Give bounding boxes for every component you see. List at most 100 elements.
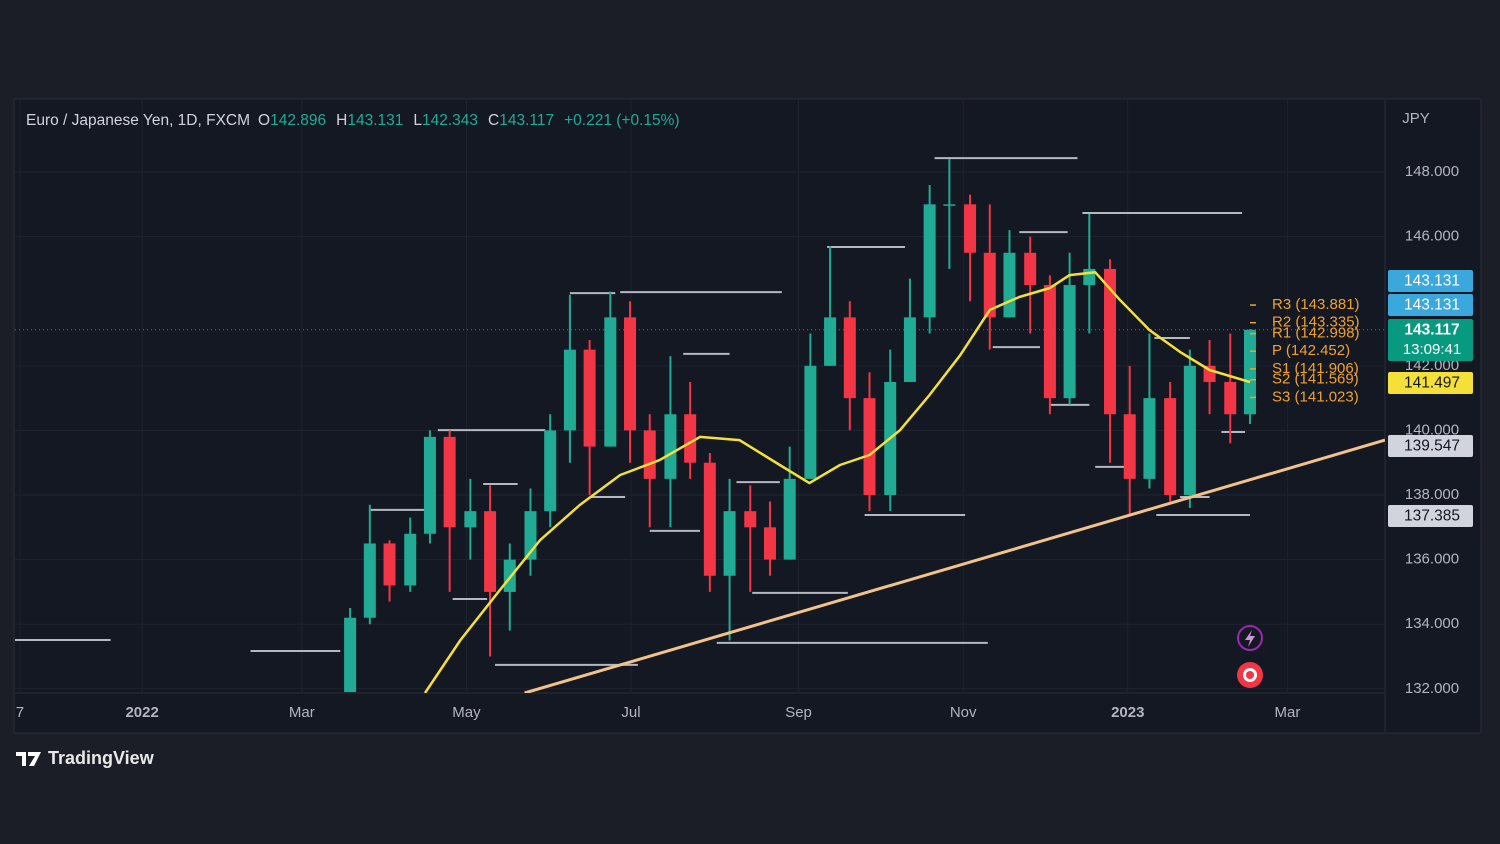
candle-body bbox=[1043, 285, 1056, 399]
axes: 132.000 134.000 136.000 138.000 140.000 142.0… bbox=[16, 163, 1459, 721]
x-tick-label: Jul bbox=[621, 704, 640, 721]
candle-body bbox=[1104, 268, 1117, 415]
candle-body bbox=[824, 317, 837, 366]
candle-body bbox=[804, 365, 817, 479]
candle-body bbox=[763, 527, 776, 560]
ohlc-key: O bbox=[258, 112, 270, 129]
y-tick-label: 146.000 bbox=[1405, 228, 1459, 245]
moving-average bbox=[423, 270, 1251, 693]
candle-body bbox=[1164, 398, 1177, 496]
lightning-icon bbox=[1245, 630, 1255, 647]
record-icon-dot bbox=[1246, 671, 1254, 679]
price-badge-label: 139.547 bbox=[1404, 438, 1460, 455]
candle-body bbox=[583, 349, 596, 447]
price-badge bbox=[1388, 319, 1473, 361]
y-tick-label: 142.000 bbox=[1405, 357, 1459, 374]
pivot-label: S1 (141.906) bbox=[1272, 360, 1359, 377]
candle-body bbox=[964, 204, 977, 253]
price-badge-label: 143.131 bbox=[1404, 273, 1460, 290]
price-badge-label: 143.131 bbox=[1404, 297, 1460, 314]
candle-body bbox=[684, 414, 697, 463]
countdown: 13:09:41 bbox=[1403, 341, 1461, 358]
y-tick-label: 136.000 bbox=[1405, 551, 1459, 568]
pivot-label: S3 (141.023) bbox=[1272, 388, 1359, 405]
x-tick-label: 7 bbox=[16, 704, 24, 721]
x-tick-label: Mar bbox=[1275, 704, 1301, 721]
candle-body bbox=[863, 398, 876, 496]
ohlc-key: H bbox=[336, 112, 347, 129]
candle-body bbox=[783, 478, 796, 560]
candle-body bbox=[903, 317, 916, 382]
y-tick-label: 138.000 bbox=[1405, 486, 1459, 503]
price-badge bbox=[1388, 505, 1473, 527]
trendline bbox=[524, 438, 1385, 693]
candle-body bbox=[1143, 398, 1156, 479]
candle-body bbox=[1224, 381, 1237, 415]
candle-body bbox=[983, 252, 996, 318]
price-badge bbox=[1388, 372, 1473, 394]
x-tick-label: Mar bbox=[289, 704, 315, 721]
candle-body bbox=[443, 436, 456, 528]
price-badge-label: 137.385 bbox=[1404, 508, 1460, 525]
candle-body bbox=[604, 317, 617, 447]
price-badge bbox=[1388, 294, 1473, 316]
price-badges: 143.131 143.131 143.117 13:09:41 141.497 139.… bbox=[1388, 270, 1473, 527]
candle-body bbox=[344, 617, 357, 693]
price-badge bbox=[1388, 435, 1473, 457]
plot-area bbox=[15, 157, 1385, 693]
y-tick-label: 132.000 bbox=[1405, 680, 1459, 697]
ohlc-value: 143.117 bbox=[499, 112, 554, 129]
candle-body bbox=[563, 349, 576, 431]
pivot-label: R3 (143.881) bbox=[1272, 296, 1360, 313]
x-tick-label: 2023 bbox=[1111, 704, 1144, 721]
y-tick-label: 134.000 bbox=[1405, 615, 1459, 632]
candle-body bbox=[1123, 414, 1136, 479]
ohlc-key: C bbox=[488, 112, 499, 129]
currency-label: JPY bbox=[1402, 110, 1430, 127]
chart-pane bbox=[13, 98, 1482, 734]
pivot-label: P (142.452) bbox=[1272, 342, 1350, 359]
candle-body bbox=[744, 511, 757, 528]
alert-icon[interactable] bbox=[1237, 625, 1263, 651]
candle-body bbox=[723, 511, 736, 576]
candle-body bbox=[503, 559, 516, 592]
pivot-label: R1 (142.998) bbox=[1272, 325, 1360, 342]
y-tick-label: 140.000 bbox=[1405, 421, 1459, 438]
candle-body bbox=[423, 436, 436, 534]
ohlc-value: 142.896 bbox=[270, 112, 326, 129]
brand-logo bbox=[16, 752, 41, 766]
candle-body bbox=[363, 543, 376, 618]
price-badge bbox=[1388, 270, 1473, 292]
price-badge-label: 143.117 bbox=[1404, 322, 1459, 339]
x-tick-label: Nov bbox=[950, 704, 977, 721]
ohlc-value: 143.131 bbox=[347, 112, 403, 129]
candle-body bbox=[404, 533, 417, 586]
candle-body bbox=[484, 511, 497, 592]
candle-body bbox=[383, 543, 396, 586]
ohlc-key: L bbox=[413, 112, 422, 129]
candle-body bbox=[1024, 252, 1037, 286]
x-tick-label: May bbox=[452, 704, 481, 721]
pivot-label: S2 (141.569) bbox=[1272, 371, 1359, 388]
candle-body bbox=[1183, 365, 1196, 496]
ohlc-value: 142.343 bbox=[422, 112, 478, 129]
candle-body bbox=[923, 204, 936, 318]
candle-body bbox=[664, 414, 677, 479]
candle-body bbox=[464, 511, 477, 528]
candle-body bbox=[624, 317, 637, 431]
candle-body bbox=[1243, 329, 1256, 415]
brand-name[interactable]: TradingView bbox=[48, 748, 155, 768]
symbol-name: Euro / Japanese Yen, 1D, FXCM bbox=[26, 112, 250, 129]
price-change: +0.221 (+0.15%) bbox=[564, 112, 679, 129]
x-tick-label: 2022 bbox=[125, 704, 158, 721]
candle-body bbox=[643, 430, 656, 479]
price-badge-label: 141.497 bbox=[1404, 375, 1460, 392]
y-tick-label: 148.000 bbox=[1405, 163, 1459, 180]
symbol-legend: Euro / Japanese Yen, 1D, FXCM O142.896 H14… bbox=[26, 112, 680, 129]
candle-body bbox=[544, 430, 557, 512]
candle-body bbox=[1003, 252, 1016, 318]
candle-body bbox=[943, 204, 956, 206]
x-tick-label: Sep bbox=[785, 704, 812, 721]
